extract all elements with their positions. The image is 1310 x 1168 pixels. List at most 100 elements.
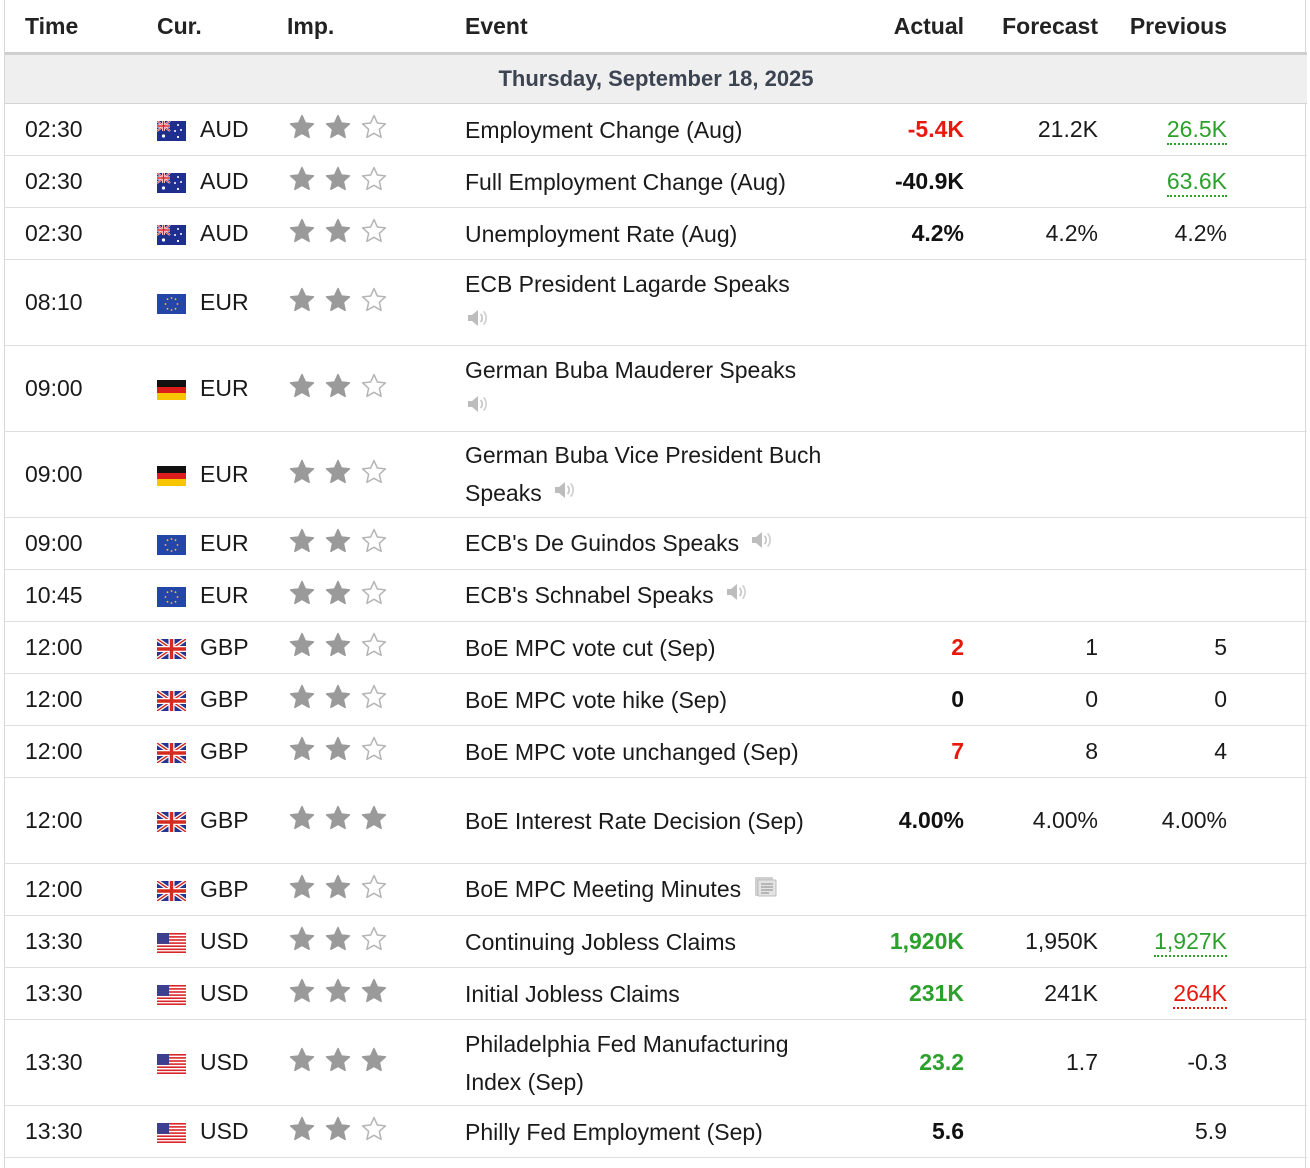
de-flag-icon: [157, 379, 186, 400]
event-name-link[interactable]: German Buba Mauderer Speaks: [465, 356, 797, 383]
col-header-actual[interactable]: Actual: [845, 0, 986, 55]
previous-cell: 4.2%: [1120, 207, 1307, 260]
col-header-event[interactable]: Event: [465, 0, 845, 55]
event-cell[interactable]: BoE Interest Rate Decision (Sep): [465, 777, 845, 864]
event-name-link[interactable]: Employment Change (Aug): [465, 116, 743, 143]
previous-value[interactable]: 26.5K: [1166, 116, 1227, 145]
previous-cell: 1,927K: [1120, 915, 1307, 968]
col-header-currency[interactable]: Cur.: [157, 0, 287, 55]
star-filled-icon: [359, 977, 389, 1011]
previous-value[interactable]: 1,927K: [1154, 928, 1227, 957]
document-icon[interactable]: [751, 871, 777, 909]
star-empty-icon: [359, 735, 389, 769]
event-row[interactable]: 12:00 GBP BoE MPC vote unchanged (Sep) 7 8 4: [5, 725, 1307, 778]
speaker-icon[interactable]: [465, 303, 491, 341]
previous-value[interactable]: 264K: [1173, 980, 1227, 1009]
event-name-link[interactable]: Unemployment Rate (Aug): [465, 220, 738, 247]
event-name-link[interactable]: ECB President Lagarde Speaks: [465, 270, 790, 297]
event-name-link[interactable]: Initial Jobless Claims: [465, 980, 680, 1007]
event-cell[interactable]: Continuing Jobless Claims: [465, 915, 845, 968]
currency-cell: EUR: [157, 345, 287, 432]
event-cell[interactable]: ECB's De Guindos Speaks: [465, 517, 845, 570]
star-empty-icon: [359, 527, 389, 561]
event-row[interactable]: 09:00 EUR German Buba Vice President Buch …: [5, 431, 1307, 518]
event-cell[interactable]: German Buba Mauderer Speaks: [465, 345, 845, 432]
event-name-link[interactable]: BoE MPC vote unchanged (Sep): [465, 738, 799, 765]
forecast-value: [986, 569, 1120, 622]
event-cell[interactable]: ECB's Schnabel Speaks: [465, 569, 845, 622]
event-row[interactable]: 13:30 USD Continuing Jobless Claims 1,920K 1…: [5, 915, 1307, 968]
event-name-link[interactable]: ECB's De Guindos Speaks: [465, 529, 740, 556]
event-name-link[interactable]: BoE MPC vote hike (Sep): [465, 686, 728, 713]
previous-cell: 63.6K: [1120, 155, 1307, 208]
event-row[interactable]: 12:00 GBP BoE Interest Rate Decision (Sep)…: [5, 777, 1307, 864]
actual-value: [845, 863, 986, 916]
forecast-value: 0: [986, 673, 1120, 726]
event-row[interactable]: 02:30 AUD Full Employment Change (Aug) -40.…: [5, 155, 1307, 208]
event-cell[interactable]: Philadelphia Fed Manufacturing Index (Se…: [465, 1019, 845, 1106]
event-name-link[interactable]: Philly Fed Employment (Sep): [465, 1118, 763, 1145]
currency-cell: GBP: [155, 725, 287, 778]
event-row[interactable]: 13:30 USD Philadelphia Fed Manufacturing I…: [5, 1019, 1307, 1106]
event-row[interactable]: 13:30 USD Initial Jobless Claims 231K 241K 26…: [5, 967, 1307, 1020]
currency-code: AUD: [200, 220, 249, 246]
event-row[interactable]: 10:45 EUR ECB's Schnabel Speaks: [5, 569, 1307, 622]
eu-flag-icon: [157, 586, 186, 607]
event-cell[interactable]: BoE MPC vote unchanged (Sep): [465, 725, 845, 778]
event-cell[interactable]: BoE MPC Meeting Minutes: [465, 863, 845, 916]
eu-flag-icon: [157, 534, 186, 555]
event-name-link[interactable]: BoE MPC vote cut (Sep): [465, 634, 716, 661]
speaker-icon[interactable]: [465, 389, 491, 427]
star-filled-icon: [287, 286, 317, 320]
event-row[interactable]: 02:30 AUD Employment Change (Aug) -5.4K 21.2…: [5, 103, 1307, 156]
event-row[interactable]: 09:00 EUR German Buba Mauderer Speaks: [5, 345, 1307, 432]
event-row[interactable]: 13:30 USD Philly Fed Employment (Sep) 5.6 5.…: [5, 1105, 1307, 1158]
actual-value: [845, 431, 986, 518]
event-cell[interactable]: Full Employment Change (Aug): [465, 155, 845, 208]
star-empty-icon: [359, 873, 389, 907]
forecast-value: 8: [986, 725, 1120, 778]
importance-cell: [287, 1019, 465, 1106]
previous-value[interactable]: 63.6K: [1166, 168, 1227, 197]
event-name-link[interactable]: German Buba Vice President Buch Speaks: [465, 441, 822, 506]
star-filled-icon: [287, 579, 317, 613]
event-row[interactable]: 12:00 GBP BoE MPC vote hike (Sep) 0 0 0: [5, 673, 1307, 726]
event-row[interactable]: 09:00 EUR ECB's De Guindos Speaks: [5, 517, 1307, 570]
speaker-icon[interactable]: [552, 475, 578, 513]
col-header-importance[interactable]: Imp.: [287, 0, 465, 55]
event-cell[interactable]: Philly Fed Employment (Sep): [465, 1105, 845, 1158]
event-name-link[interactable]: Full Employment Change (Aug): [465, 168, 786, 195]
currency-cell: USD: [157, 915, 287, 968]
event-cell[interactable]: Unemployment Rate (Aug): [465, 207, 845, 260]
gb-flag-icon: [155, 878, 188, 903]
event-cell[interactable]: BoE MPC vote hike (Sep): [465, 673, 845, 726]
event-name-link[interactable]: BoE Interest Rate Decision (Sep): [465, 807, 804, 834]
currency-cell: EUR: [157, 259, 287, 346]
event-cell[interactable]: BoE MPC vote cut (Sep): [465, 621, 845, 674]
star-empty-icon: [359, 683, 389, 717]
actual-value: 7: [845, 725, 986, 778]
event-cell[interactable]: Employment Change (Aug): [465, 103, 845, 156]
event-row[interactable]: 12:00 GBP BoE MPC Meeting Minutes: [5, 863, 1307, 916]
star-filled-icon: [323, 286, 353, 320]
currency-code: USD: [200, 1049, 249, 1075]
event-name-link[interactable]: BoE MPC Meeting Minutes: [465, 875, 742, 902]
event-name-link[interactable]: ECB's Schnabel Speaks: [465, 581, 714, 608]
speaker-icon[interactable]: [749, 525, 775, 563]
event-row[interactable]: 02:30 AUD Unemployment Rate (Aug) 4.2% 4.2% 4…: [5, 207, 1307, 260]
currency-cell: USD: [157, 967, 287, 1020]
event-cell[interactable]: ECB President Lagarde Speaks: [465, 259, 845, 346]
speaker-icon[interactable]: [724, 577, 750, 615]
col-header-forecast[interactable]: Forecast: [986, 0, 1120, 55]
importance-cell: [287, 103, 465, 156]
previous-value: 4: [1214, 738, 1227, 764]
event-name-link[interactable]: Continuing Jobless Claims: [465, 928, 737, 955]
event-cell[interactable]: Initial Jobless Claims: [465, 967, 845, 1020]
col-header-time[interactable]: Time: [5, 0, 157, 55]
event-row[interactable]: 12:00 GBP BoE MPC vote cut (Sep) 2 1 5: [5, 621, 1307, 674]
event-row[interactable]: 08:10 EUR ECB President Lagarde Speaks: [5, 259, 1307, 346]
event-time: 12:00: [5, 863, 157, 916]
event-cell[interactable]: German Buba Vice President Buch Speaks: [465, 431, 845, 518]
event-name-link[interactable]: Philadelphia Fed Manufacturing Index (Se…: [465, 1030, 789, 1095]
col-header-previous[interactable]: Previous: [1120, 0, 1307, 55]
